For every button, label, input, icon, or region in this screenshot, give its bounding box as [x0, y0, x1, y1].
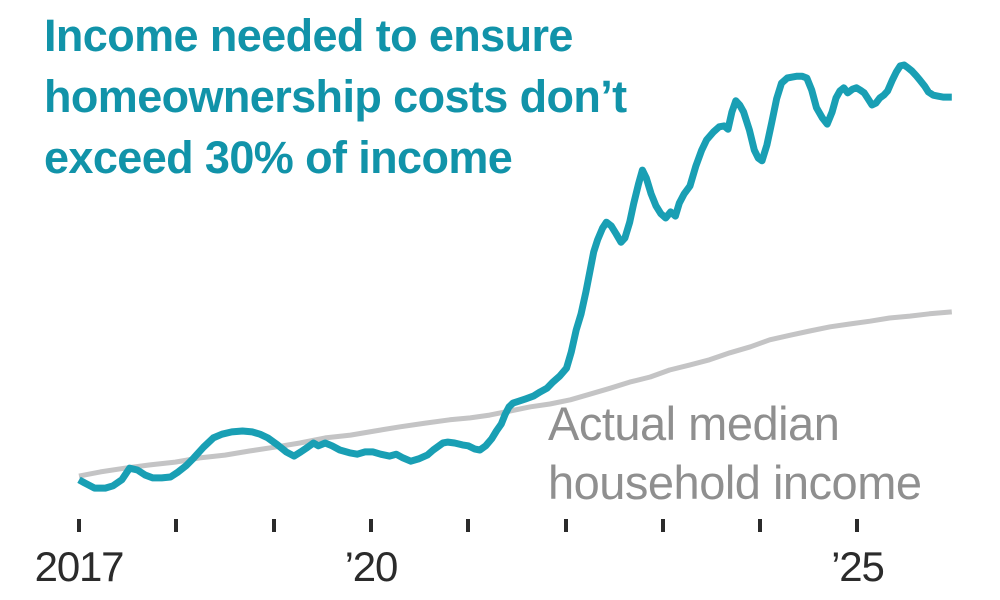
series-label-line-1: Actual median — [548, 397, 840, 450]
x-tick-label-2017: 2017 — [34, 543, 125, 590]
x-tick-2019 — [271, 519, 276, 532]
series-label-line-2: household income — [548, 456, 922, 509]
chart-title-line-1: Income needed to ensure — [44, 10, 573, 61]
series-line-income-needed — [77, 61, 952, 492]
x-tick-label-2020: ’20 — [344, 543, 399, 590]
series-line-actual-median-income — [78, 309, 953, 479]
x-tick-2022 — [563, 519, 568, 532]
x-tick-2025 — [855, 519, 860, 532]
x-tick-2021 — [466, 519, 471, 532]
x-tick-2023 — [660, 519, 665, 532]
x-tick-label-2025: ’25 — [831, 543, 885, 590]
chart-title-line-3: exceed 30% of income — [44, 132, 513, 183]
x-tick-2020 — [368, 519, 373, 532]
series-label-actual-median-income: Actual median household income — [548, 394, 922, 512]
x-tick-2024 — [758, 519, 763, 532]
chart-title-line-2: homeownership costs don’t — [44, 71, 627, 122]
x-tick-2018 — [174, 519, 179, 532]
x-tick-2017 — [77, 519, 81, 532]
chart-title: Income needed to ensure homeownership co… — [44, 5, 627, 188]
